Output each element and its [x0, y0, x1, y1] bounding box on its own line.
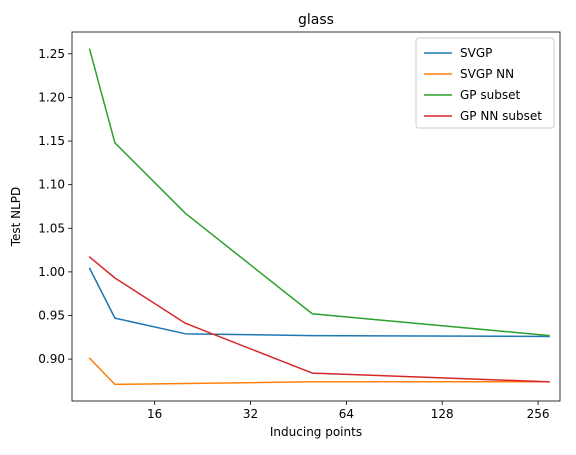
y-axis: 0.90 0.95 1.00 1.05 1.10 1.15 1.20 1.25: [38, 47, 72, 366]
x-axis-label: Inducing points: [270, 425, 362, 439]
x-tick-label: 32: [243, 407, 258, 421]
x-tick-label: 64: [339, 407, 354, 421]
x-axis: 16 32 64 128 256: [147, 401, 550, 421]
legend-label: SVGP NN: [460, 67, 514, 81]
legend-box: [415, 37, 555, 129]
series-line-1: [88, 357, 550, 386]
legend: SVGP SVGP NN GP subset GP NN subset: [415, 37, 555, 129]
series-line-2: [88, 48, 550, 337]
plot-lines: [88, 48, 550, 386]
y-tick-label: 1.10: [38, 178, 65, 192]
legend-label: GP subset: [460, 88, 520, 102]
y-tick-label: 0.90: [38, 352, 65, 366]
series-line-3: [88, 256, 550, 383]
y-tick-label: 1.05: [38, 221, 65, 235]
series-line-0: [88, 267, 550, 338]
x-tick-label: 256: [527, 407, 550, 421]
y-tick-label: 1.15: [38, 134, 65, 148]
y-tick-label: 1.00: [38, 265, 65, 279]
y-tick-label: 0.95: [38, 309, 65, 323]
plot-frame: [71, 31, 561, 402]
y-tick-label: 1.20: [38, 90, 65, 104]
legend-label: GP NN subset: [460, 109, 542, 123]
x-tick-label: 16: [147, 407, 162, 421]
x-tick-label: 128: [431, 407, 454, 421]
y-axis-label: Test NLPD: [9, 187, 23, 248]
y-tick-label: 1.25: [38, 47, 65, 61]
legend-label: SVGP: [460, 46, 492, 60]
chart-title: glass: [298, 12, 334, 28]
